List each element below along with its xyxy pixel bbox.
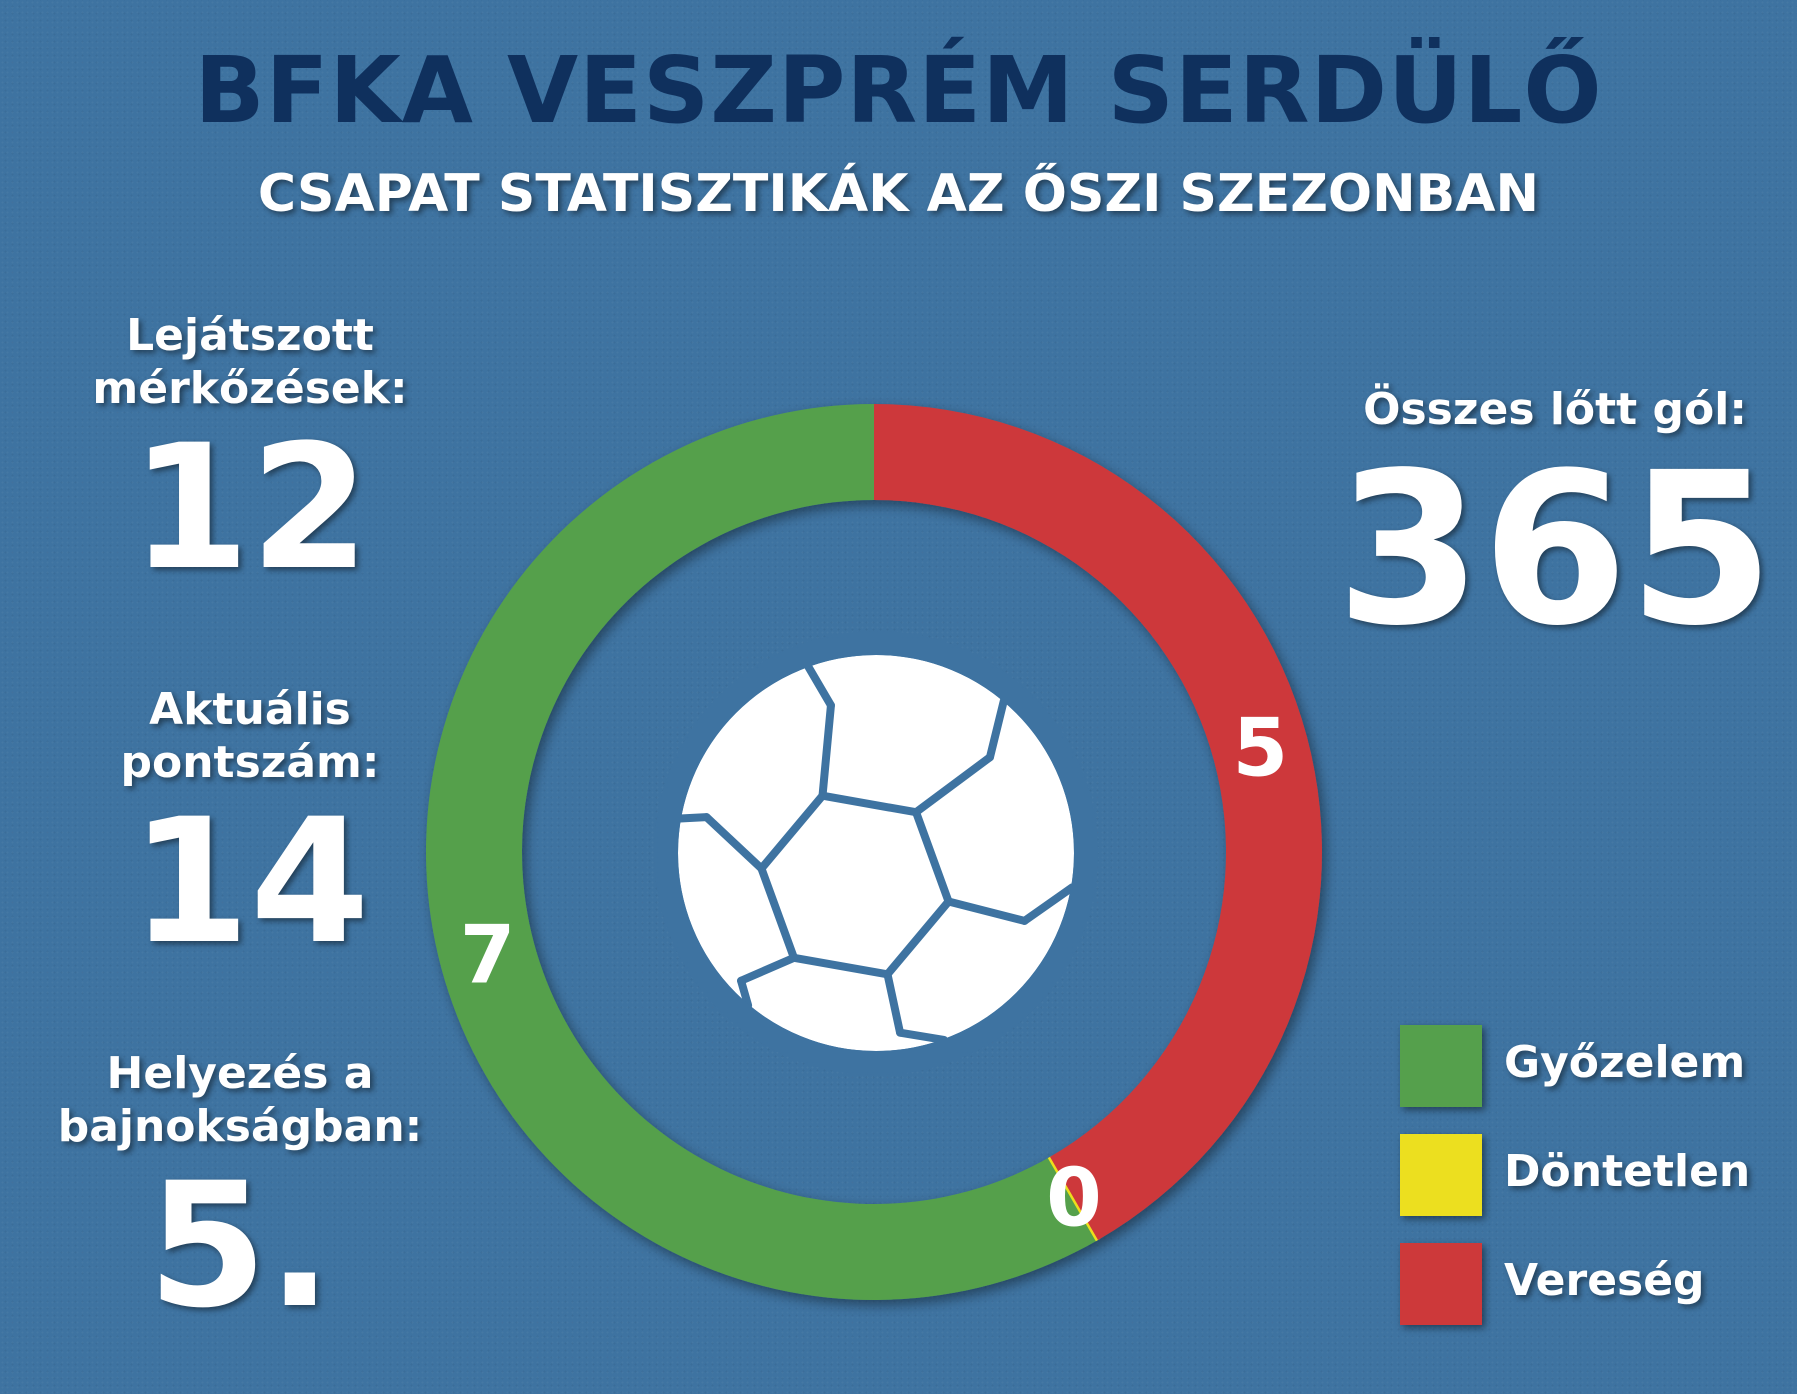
stat-rank-label: Helyezés a bajnokságban: bbox=[57, 1048, 423, 1152]
donut-slice-loss bbox=[874, 404, 1323, 1240]
stat-rank-value: 5. bbox=[147, 1144, 333, 1346]
stat-matches-label: Lejátszott mérkőzések: bbox=[92, 310, 408, 414]
legend-label-loss: Vereség bbox=[1504, 1255, 1705, 1306]
data-label-win: 7 bbox=[460, 909, 516, 1002]
stat-matches-value: 12 bbox=[130, 406, 370, 608]
stat-league-rank: Helyezés a bajnokságban: 5. bbox=[30, 1048, 450, 1332]
legend-item-win: Győzelem bbox=[1400, 1025, 1780, 1107]
page-subtitle: CSAPAT STATISZTIKÁK AZ ŐSZI SZEZONBAN bbox=[257, 164, 1540, 224]
data-label-draw: 0 bbox=[1046, 1151, 1102, 1244]
stat-total-goals: Összes lőtt gól: 365 bbox=[1330, 384, 1780, 655]
chart-legend: Győzelem Döntetlen Vereség bbox=[1400, 1025, 1780, 1352]
donut-slice-win bbox=[426, 404, 1098, 1300]
legend-swatch-win bbox=[1400, 1025, 1482, 1107]
stat-matches-played: Lejátszott mérkőzések: 12 bbox=[50, 310, 450, 594]
legend-swatch-draw bbox=[1400, 1134, 1482, 1216]
stat-points-value: 14 bbox=[130, 780, 370, 982]
legend-label-draw: Döntetlen bbox=[1504, 1146, 1751, 1197]
stat-goals-label: Összes lőtt gól: bbox=[1363, 384, 1747, 435]
stat-goals-value: 365 bbox=[1335, 426, 1775, 672]
page-title: BFKA VESZPRÉM SERDÜLŐ bbox=[194, 37, 1603, 144]
legend-label-win: Győzelem bbox=[1504, 1037, 1746, 1088]
soccer-ball-icon bbox=[654, 631, 1098, 1075]
data-label-loss: 5 bbox=[1233, 701, 1289, 794]
legend-item-draw: Döntetlen bbox=[1400, 1134, 1780, 1216]
stat-current-points: Aktuális pontszám: 14 bbox=[50, 684, 450, 968]
legend-item-loss: Vereség bbox=[1400, 1243, 1780, 1325]
stat-points-label: Aktuális pontszám: bbox=[120, 684, 380, 788]
legend-swatch-loss bbox=[1400, 1243, 1482, 1325]
